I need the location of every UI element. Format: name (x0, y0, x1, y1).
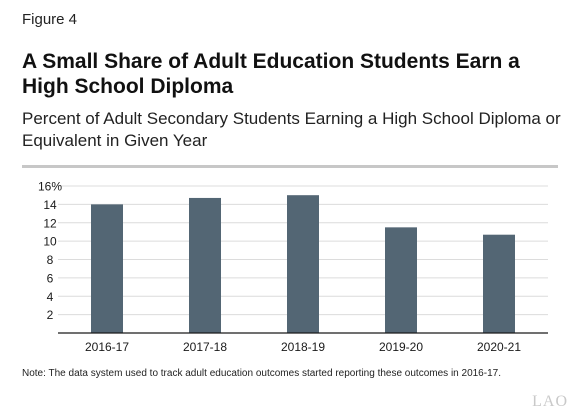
x-tick-label: 2018-19 (281, 340, 325, 354)
y-tick-label: 10 (43, 235, 57, 249)
title-divider (22, 165, 558, 168)
bar (287, 195, 319, 333)
y-tick-label: 16% (38, 180, 62, 194)
bars (91, 195, 515, 333)
bar (189, 197, 221, 333)
bar (91, 204, 123, 333)
y-tick-label: 12 (43, 216, 57, 230)
bar (385, 227, 417, 333)
chart-subtitle: Percent of Adult Secondary Students Earn… (22, 109, 561, 150)
figure-label: Figure 4 (22, 11, 78, 28)
bar-chart: 2 4 6 8 10 12 14 16% 2016-17 2017-18 2018-19 2019-… (38, 180, 548, 354)
y-tick-label: 4 (47, 290, 54, 304)
x-tick-label: 2019-20 (379, 340, 423, 354)
bar (483, 234, 515, 333)
lao-logo: LAO (532, 393, 568, 410)
y-tick-label: 8 (47, 253, 54, 267)
x-axis-ticks: 2016-17 2017-18 2018-19 2019-20 2020-21 (85, 340, 521, 354)
y-tick-label: 2 (47, 308, 54, 322)
y-tick-label: 6 (47, 271, 54, 285)
chart-note: Note: The data system used to track adul… (22, 368, 501, 379)
y-tick-label: 14 (43, 198, 57, 212)
y-axis-ticks: 2 4 6 8 10 12 14 16% (38, 180, 62, 323)
chart-title: A Small Share of Adult Education Student… (22, 50, 520, 98)
x-tick-label: 2016-17 (85, 340, 129, 354)
x-tick-label: 2017-18 (183, 340, 227, 354)
x-tick-label: 2020-21 (477, 340, 521, 354)
